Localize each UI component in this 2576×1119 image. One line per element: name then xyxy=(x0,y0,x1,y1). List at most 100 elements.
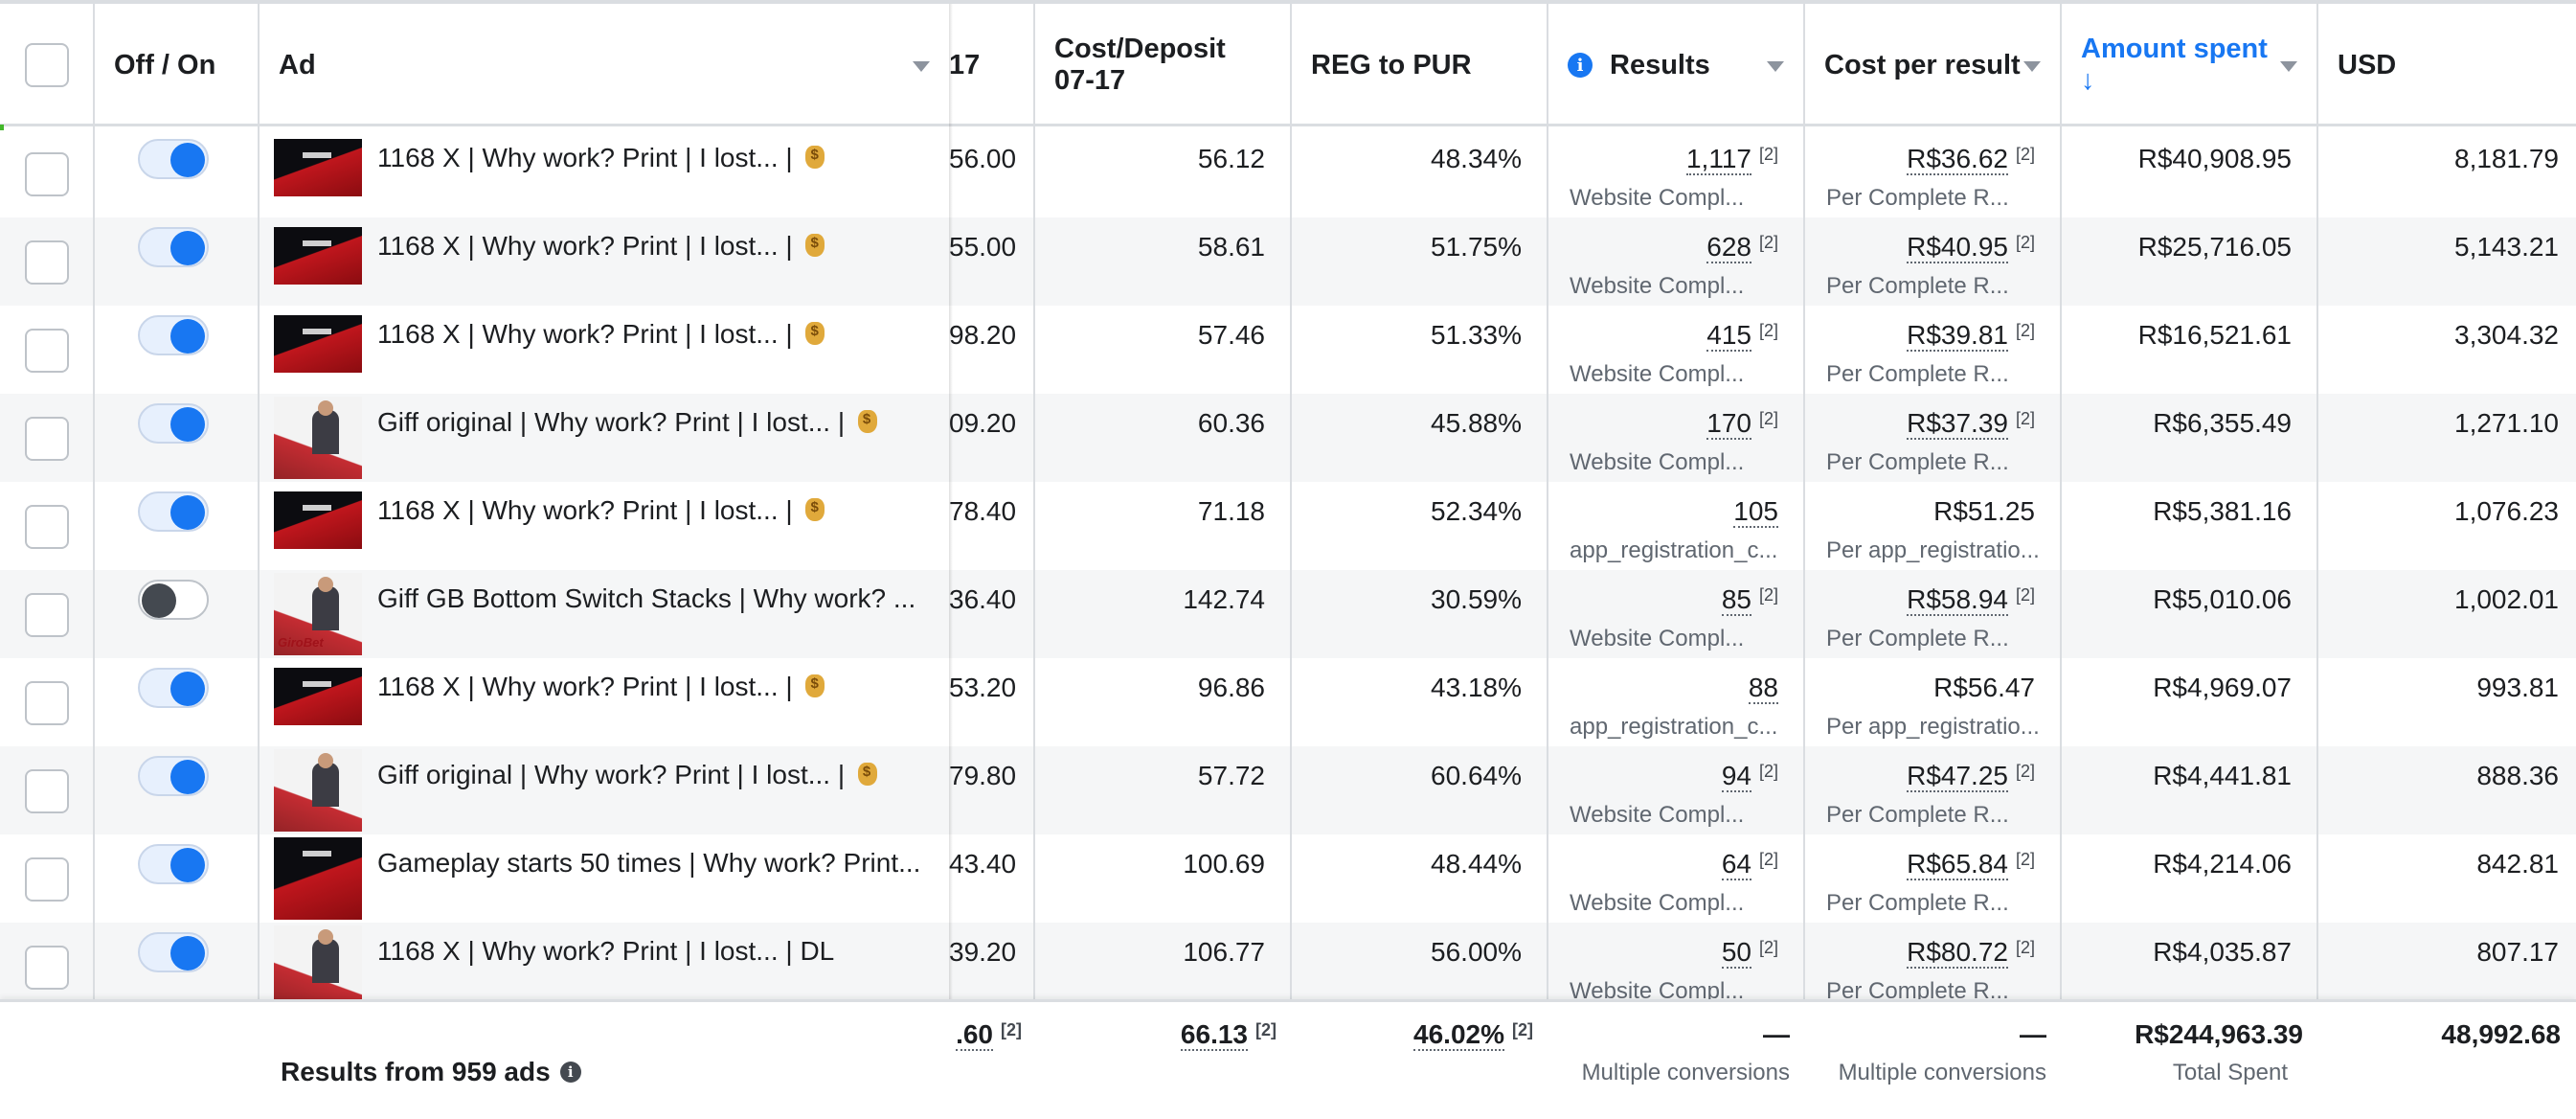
ad-name-cell[interactable]: 1168 X | Why work? Print | I lost... | xyxy=(258,217,949,306)
on-off-toggle[interactable] xyxy=(138,227,209,267)
ad-name[interactable]: 1168 X | Why work? Print | I lost... | xyxy=(377,495,801,525)
row-checkbox[interactable] xyxy=(24,417,69,461)
results-value[interactable]: 64 xyxy=(1721,849,1751,880)
table-row[interactable]: 1168 X | Why work? Print | I lost... | 9… xyxy=(0,306,2576,394)
row-checkbox[interactable] xyxy=(24,329,69,373)
header-amount-spent[interactable]: Amount spent ↓ xyxy=(2060,4,2316,126)
ad-name[interactable]: 1168 X | Why work? Print | I lost... | D… xyxy=(377,936,835,966)
ad-name[interactable]: 1168 X | Why work? Print | I lost... | xyxy=(377,143,801,172)
ad-name[interactable]: Giff GB Bottom Switch Stacks | Why work?… xyxy=(377,583,916,613)
ad-name[interactable]: 1168 X | Why work? Print | I lost... | xyxy=(377,319,801,349)
header-usd[interactable]: USD xyxy=(2316,4,2576,126)
table-row[interactable]: 1168 X | Why work? Print | I lost... | 5… xyxy=(0,129,2576,217)
ad-name-cell[interactable]: 1168 X | Why work? Print | I lost... | xyxy=(258,306,949,394)
table-row[interactable]: 1168 X | Why work? Print | I lost... | D… xyxy=(0,923,2576,999)
on-off-toggle[interactable] xyxy=(138,932,209,972)
chevron-down-icon[interactable] xyxy=(2280,61,2297,72)
row-checkbox[interactable] xyxy=(24,681,69,725)
results-value[interactable]: 94 xyxy=(1721,761,1751,792)
cost-per-result-value[interactable]: R$65.84 xyxy=(1907,849,2008,880)
ad-thumbnail[interactable] xyxy=(274,668,362,725)
chevron-down-icon[interactable] xyxy=(1767,61,1784,72)
header-off-on[interactable]: Off / On xyxy=(93,4,258,126)
on-off-toggle[interactable] xyxy=(138,756,209,796)
results-value[interactable]: 88 xyxy=(1748,673,1778,704)
cost-per-result-value[interactable]: R$39.81 xyxy=(1907,320,2008,352)
header-cost-deposit[interactable]: Cost/Deposit 07-17 xyxy=(1033,4,1290,126)
ad-name-cell[interactable]: 1168 X | Why work? Print | I lost... | xyxy=(258,482,949,570)
row-checkbox[interactable] xyxy=(24,240,69,285)
ad-thumbnail[interactable] xyxy=(274,925,362,999)
info-icon[interactable]: i xyxy=(1568,53,1593,78)
ad-thumbnail[interactable] xyxy=(274,227,362,285)
on-off-toggle[interactable] xyxy=(138,668,209,708)
ad-name-cell[interactable]: Giff original | Why work? Print | I lost… xyxy=(258,746,949,834)
header-cost-per-result[interactable]: Cost per result xyxy=(1803,4,2060,126)
footer-reg-to-pur-value[interactable]: 46.02% xyxy=(1413,1019,1504,1051)
results-cell: 85 [2] Website Compl... xyxy=(1547,570,1803,658)
row-checkbox[interactable] xyxy=(24,857,69,902)
chevron-down-icon[interactable] xyxy=(913,61,930,72)
row-checkbox[interactable] xyxy=(24,946,69,990)
row-checkbox[interactable] xyxy=(24,505,69,549)
ad-name[interactable]: 1168 X | Why work? Print | I lost... | xyxy=(377,231,801,261)
select-all-checkbox[interactable] xyxy=(24,43,69,87)
ad-name-cell[interactable]: Gameplay starts 50 times | Why work? Pri… xyxy=(258,834,949,923)
ad-name-cell[interactable]: 1168 X | Why work? Print | I lost... | xyxy=(258,658,949,746)
ad-thumbnail[interactable] xyxy=(274,837,362,920)
header-results[interactable]: i Results xyxy=(1547,4,1803,126)
cost-per-result-value[interactable]: R$80.72 xyxy=(1907,937,2008,969)
ad-name[interactable]: Gameplay starts 50 times | Why work? Pri… xyxy=(377,848,921,878)
ad-thumbnail[interactable] xyxy=(274,315,362,373)
results-value[interactable]: 105 xyxy=(1733,496,1778,528)
table-row[interactable]: GiroBet Giff GB Bottom Switch Stacks | Wh… xyxy=(0,570,2576,658)
table-row[interactable]: Gameplay starts 50 times | Why work? Pri… xyxy=(0,834,2576,923)
ad-name[interactable]: Giff original | Why work? Print | I lost… xyxy=(377,407,852,437)
table-row[interactable]: Giff original | Why work? Print | I lost… xyxy=(0,394,2576,482)
cost-per-result-value[interactable]: R$37.39 xyxy=(1907,408,2008,440)
footer-cost-deposit-value[interactable]: 66.13 xyxy=(1180,1019,1248,1051)
row-checkbox[interactable] xyxy=(24,769,69,813)
ad-name-cell[interactable]: 1168 X | Why work? Print | I lost... | D… xyxy=(258,923,949,999)
ad-name-cell[interactable]: Giff original | Why work? Print | I lost… xyxy=(258,394,949,482)
cost-per-result-value[interactable]: R$47.25 xyxy=(1907,761,2008,792)
cost-per-result-value[interactable]: R$40.95 xyxy=(1907,232,2008,263)
on-off-toggle[interactable] xyxy=(138,139,209,179)
ad-name[interactable]: Giff original | Why work? Print | I lost… xyxy=(377,760,852,789)
ad-name-cell[interactable]: GiroBet Giff GB Bottom Switch Stacks | Wh… xyxy=(258,570,949,658)
table-row[interactable]: Giff original | Why work? Print | I lost… xyxy=(0,746,2576,834)
table-row[interactable]: 1168 X | Why work? Print | I lost... | 7… xyxy=(0,482,2576,570)
info-icon[interactable]: i xyxy=(559,1061,581,1083)
row-checkbox[interactable] xyxy=(24,593,69,637)
on-off-toggle[interactable] xyxy=(138,580,209,620)
cost-per-result-value[interactable]: R$36.62 xyxy=(1907,144,2008,175)
table-row[interactable]: 1168 X | Why work? Print | I lost... | 5… xyxy=(0,217,2576,306)
table-row[interactable]: 1168 X | Why work? Print | I lost... | 5… xyxy=(0,658,2576,746)
footer-col-17-value[interactable]: .60 xyxy=(956,1019,993,1051)
on-off-toggle[interactable] xyxy=(138,315,209,355)
row-checkbox[interactable] xyxy=(24,152,69,196)
cost-per-result-value[interactable]: R$58.94 xyxy=(1907,584,2008,616)
chevron-down-icon[interactable] xyxy=(2023,61,2041,72)
ad-name[interactable]: 1168 X | Why work? Print | I lost... | xyxy=(377,672,801,701)
ad-thumbnail[interactable] xyxy=(274,139,362,196)
results-value[interactable]: 50 xyxy=(1721,937,1751,969)
ad-thumbnail[interactable] xyxy=(274,491,362,549)
on-off-toggle[interactable] xyxy=(138,491,209,532)
ad-thumbnail[interactable]: GiroBet xyxy=(274,573,362,655)
cost-per-result-value[interactable]: R$51.25 xyxy=(1933,496,2035,526)
ad-thumbnail[interactable] xyxy=(274,397,362,479)
header-ad[interactable]: Ad xyxy=(258,4,949,126)
cost-per-result-value[interactable]: R$56.47 xyxy=(1933,673,2035,702)
ad-thumbnail[interactable] xyxy=(274,749,362,832)
on-off-toggle[interactable] xyxy=(138,403,209,444)
results-value[interactable]: 415 xyxy=(1706,320,1751,352)
results-value[interactable]: 85 xyxy=(1721,584,1751,616)
results-value[interactable]: 628 xyxy=(1706,232,1751,263)
results-value[interactable]: 170 xyxy=(1706,408,1751,440)
results-value[interactable]: 1,117 xyxy=(1685,144,1751,175)
on-off-toggle[interactable] xyxy=(138,844,209,884)
header-col-17[interactable]: 17 xyxy=(949,4,1033,126)
ad-name-cell[interactable]: 1168 X | Why work? Print | I lost... | xyxy=(258,129,949,217)
header-reg-to-pur[interactable]: REG to PUR xyxy=(1290,4,1547,126)
